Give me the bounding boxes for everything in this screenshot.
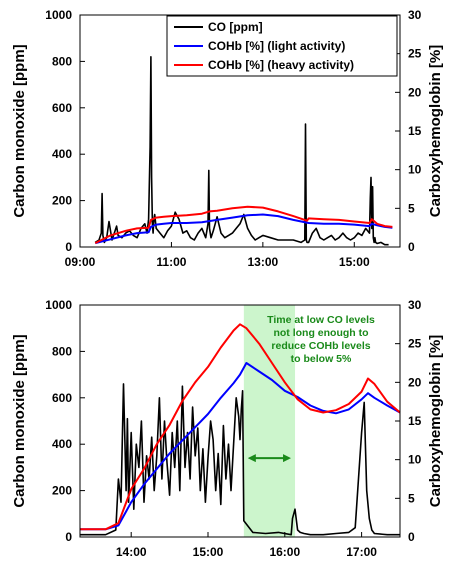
right-y-tick-label: 0 — [408, 240, 415, 254]
chart-1-left-axis-label: Carbon monoxide [ppm] — [11, 44, 28, 217]
x-tick-label: 15:00 — [193, 545, 224, 559]
left-y-tick-label: 800 — [52, 344, 72, 358]
annotation-line-1: Time at low CO levels — [267, 314, 375, 326]
chart-2-annotation: Time at low CO levels not long enough to… — [267, 314, 375, 365]
chart-1: 0 200 400 600 800 1000 0 5 10 15 20 25 30 09:00 11:00 1… — [11, 8, 444, 269]
left-y-tick-label: 400 — [52, 437, 72, 451]
x-tick-label: 16:00 — [269, 545, 300, 559]
chart-1-axes: 0 200 400 600 800 1000 0 5 10 15 20 25 30 09:00 11:00 1… — [45, 8, 421, 269]
chart-2-left-axis-label: Carbon monoxide [ppm] — [11, 334, 28, 507]
left-y-tick-label: 1000 — [45, 8, 72, 22]
series-line-cohb-heavy-activity — [80, 323, 401, 531]
right-y-tick-label: 30 — [408, 8, 422, 22]
left-y-tick-label: 200 — [52, 484, 72, 498]
left-y-tick-label: 200 — [52, 194, 72, 208]
right-y-tick-label: 20 — [408, 85, 422, 99]
right-y-tick-label: 15 — [408, 414, 422, 428]
right-y-tick-label: 5 — [408, 201, 415, 215]
legend-box — [166, 15, 398, 77]
chart-2-plot-area — [80, 305, 401, 537]
chart-2-right-axis-label: Carboxyhemoglobin [%] — [427, 335, 444, 508]
low-co-highlight-band — [243, 305, 296, 537]
right-y-tick-label: 30 — [408, 298, 422, 312]
x-tick-label: 09:00 — [65, 255, 96, 269]
left-y-tick-label: 0 — [65, 240, 72, 254]
annotation-line-3: reduce COHb levels — [271, 340, 370, 352]
series-line-co-ppm — [94, 55, 389, 246]
chart-2-axes: 0 200 400 600 800 1000 0 5 10 15 20 25 30 14:00 15:00 1… — [45, 298, 421, 559]
x-tick-label: 11:00 — [156, 255, 186, 269]
right-y-tick-label: 25 — [408, 337, 422, 351]
x-tick-label: 15:00 — [339, 255, 370, 269]
series-line-cohb-light-activity — [80, 362, 401, 531]
x-tick-label: 14:00 — [116, 545, 147, 559]
left-y-tick-label: 600 — [52, 101, 72, 115]
right-y-tick-label: 15 — [408, 124, 422, 138]
series-line-cohb-light-activity — [94, 213, 393, 245]
left-y-tick-label: 600 — [52, 391, 72, 405]
chart-2: 0 200 400 600 800 1000 0 5 10 15 20 25 30 14:00 15:00 1… — [11, 298, 444, 559]
annotation-line-2: not long enough to — [273, 327, 368, 339]
chart-1-right-axis-label: Carboxyhemoglobin [%] — [427, 45, 444, 218]
legend-label-cohb-light: COHb [%] (light activity) — [208, 39, 345, 53]
x-tick-label: 17:00 — [346, 545, 377, 559]
chart-1-legend: CO [ppm] COHb [%] (light activity) COHb … — [166, 15, 398, 77]
left-y-tick-label: 0 — [65, 530, 72, 544]
right-y-tick-label: 0 — [408, 530, 415, 544]
series-line-cohb-heavy-activity — [94, 205, 393, 244]
left-y-tick-label: 800 — [52, 54, 72, 68]
right-y-tick-label: 25 — [408, 47, 422, 61]
right-y-tick-label: 10 — [408, 163, 422, 177]
right-y-tick-label: 5 — [408, 491, 415, 505]
left-y-tick-label: 1000 — [45, 298, 72, 312]
x-tick-label: 13:00 — [248, 255, 279, 269]
legend-label-cohb-heavy: COHb [%] (heavy activity) — [208, 58, 354, 72]
series-line-co-ppm — [80, 383, 400, 536]
legend-label-co: CO [ppm] — [208, 20, 263, 34]
right-y-tick-label: 20 — [408, 375, 422, 389]
left-y-tick-label: 400 — [52, 147, 72, 161]
right-y-tick-label: 10 — [408, 453, 422, 467]
chart-1-plot-area — [94, 55, 393, 246]
annotation-line-4: to below 5% — [291, 353, 352, 365]
